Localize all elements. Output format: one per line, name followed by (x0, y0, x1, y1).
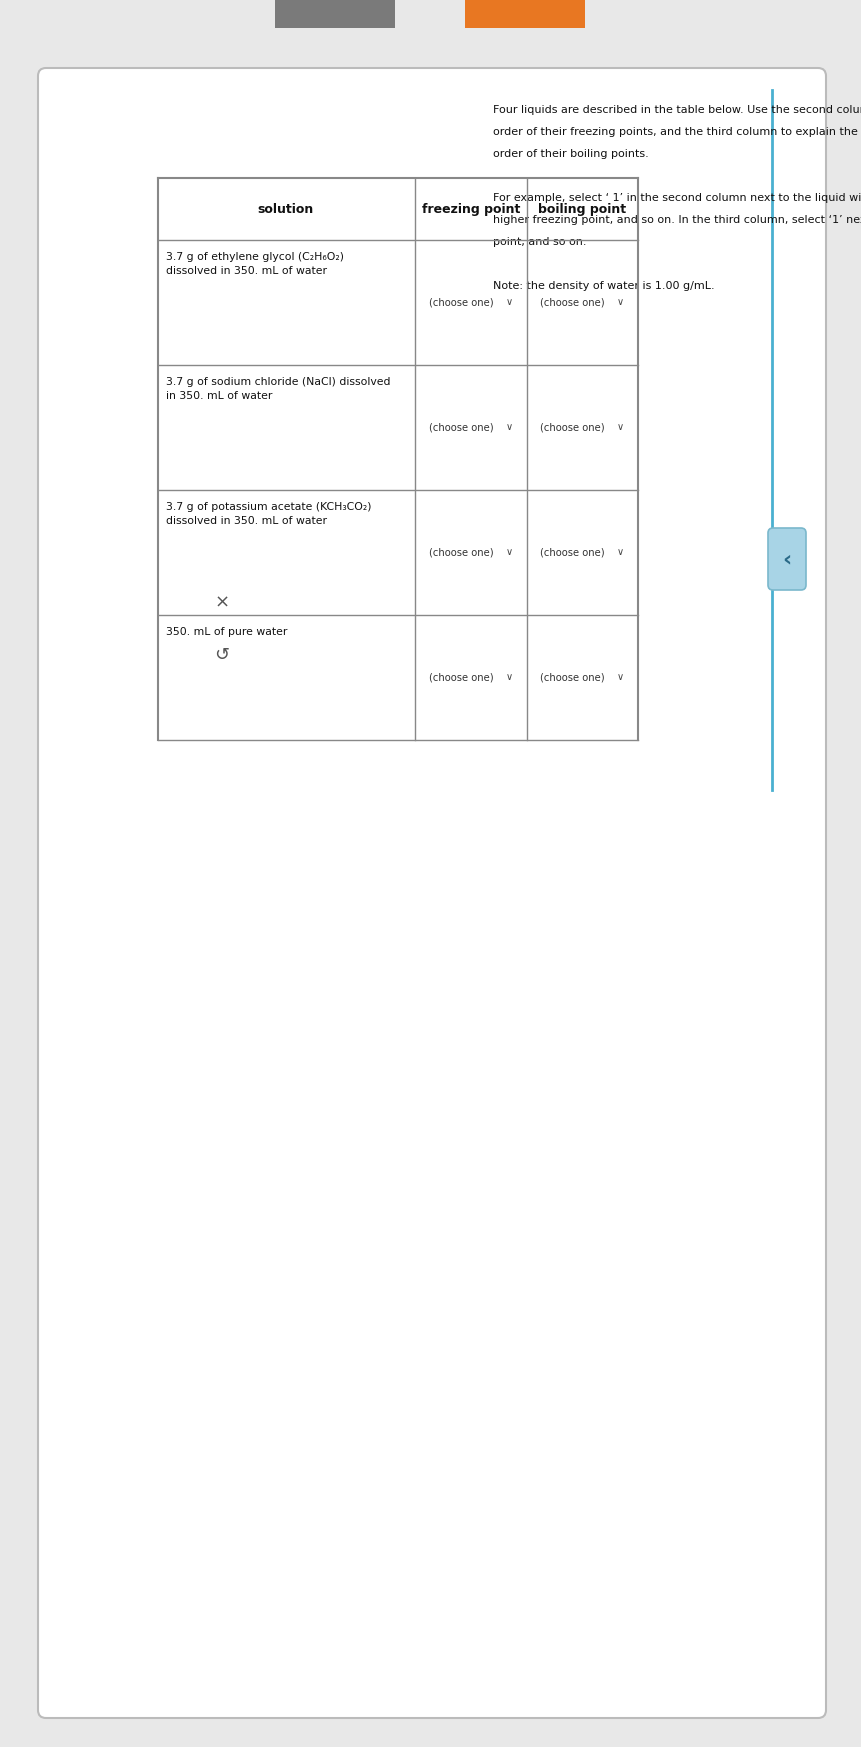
Text: ∨: ∨ (616, 673, 623, 681)
Text: ∨: ∨ (505, 547, 512, 557)
Text: ∨: ∨ (505, 673, 512, 681)
FancyBboxPatch shape (38, 68, 825, 1717)
Bar (275, 0, 394, 28)
Text: (choose one): (choose one) (429, 673, 493, 681)
Text: Note: the density of water is 1.00 g/mL.: Note: the density of water is 1.00 g/mL. (492, 281, 714, 292)
Text: point, and so on.: point, and so on. (492, 238, 585, 246)
Text: (choose one): (choose one) (539, 547, 604, 557)
Text: boiling point: boiling point (537, 203, 625, 215)
Text: (choose one): (choose one) (429, 297, 493, 307)
Text: For example, select ‘ 1’ in the second column next to the liquid with the lowest: For example, select ‘ 1’ in the second c… (492, 192, 861, 203)
Text: ∨: ∨ (505, 423, 512, 432)
Text: (choose one): (choose one) (539, 673, 604, 681)
Text: higher freezing point, and so on. In the third column, select ‘1’ next to the li: higher freezing point, and so on. In the… (492, 215, 861, 225)
Text: freezing point: freezing point (421, 203, 519, 215)
Text: ∨: ∨ (505, 297, 512, 307)
Text: ∨: ∨ (616, 547, 623, 557)
Text: ‹: ‹ (782, 549, 790, 570)
Bar (464, 0, 585, 28)
Text: solution: solution (257, 203, 313, 215)
Text: (choose one): (choose one) (539, 297, 604, 307)
Text: 3.7 g of sodium chloride (NaCl) dissolved
in 350. mL of water: 3.7 g of sodium chloride (NaCl) dissolve… (166, 377, 390, 402)
FancyBboxPatch shape (767, 528, 805, 590)
Text: 3.7 g of potassium acetate (KCH₃CO₂)
dissolved in 350. mL of water: 3.7 g of potassium acetate (KCH₃CO₂) dis… (166, 501, 371, 526)
Text: (choose one): (choose one) (429, 547, 493, 557)
Text: 3.7 g of ethylene glycol (C₂H₆O₂)
dissolved in 350. mL of water: 3.7 g of ethylene glycol (C₂H₆O₂) dissol… (166, 252, 344, 276)
Text: Four liquids are described in the table below. Use the second column of the tabl: Four liquids are described in the table … (492, 105, 861, 115)
Text: (choose one): (choose one) (539, 423, 604, 432)
Text: order of their boiling points.: order of their boiling points. (492, 148, 648, 159)
Text: ∨: ∨ (616, 297, 623, 307)
Text: ∨: ∨ (616, 423, 623, 432)
Text: (choose one): (choose one) (429, 423, 493, 432)
Text: ↺: ↺ (214, 646, 229, 664)
Text: order of their freezing points, and the third column to explain the: order of their freezing points, and the … (492, 128, 857, 136)
Text: ×: × (214, 594, 229, 611)
Text: 350. mL of pure water: 350. mL of pure water (166, 627, 287, 638)
